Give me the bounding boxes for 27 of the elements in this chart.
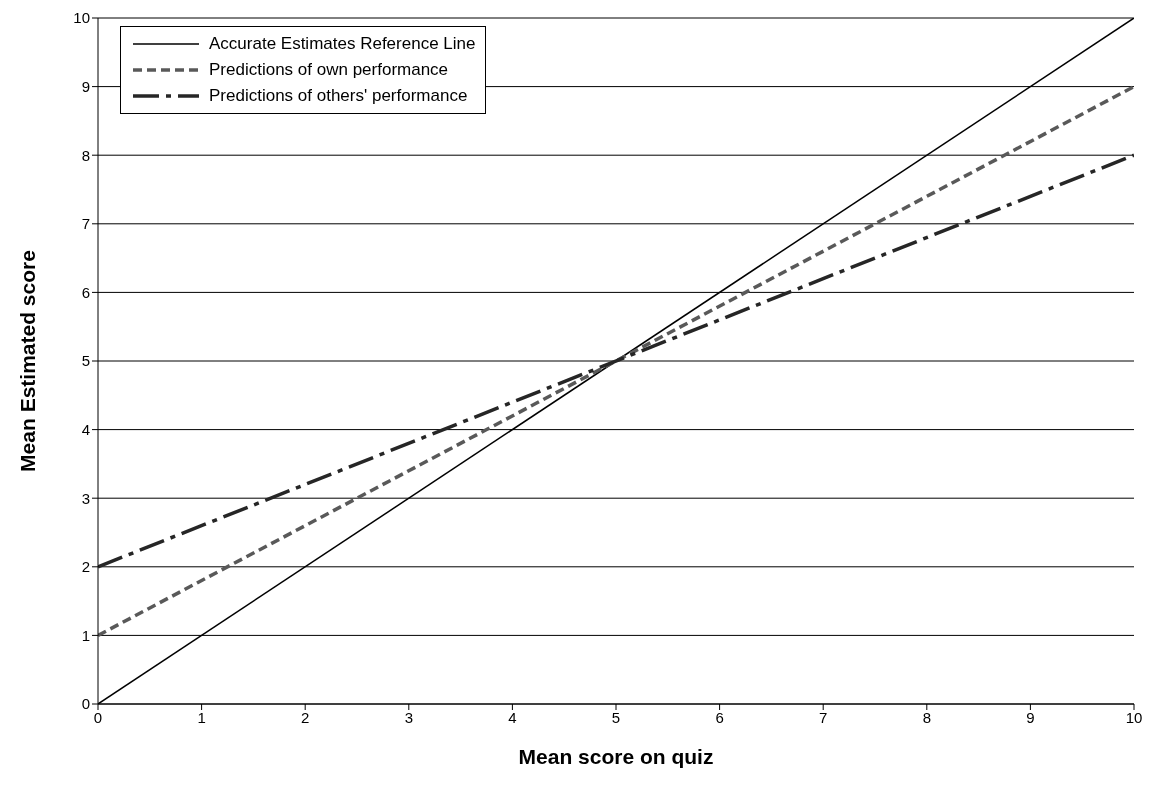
x-tick-label: 4: [508, 708, 517, 726]
y-tick-label: 0: [81, 695, 90, 713]
x-tick-label: 7: [819, 708, 828, 726]
x-tick-label: 5: [611, 708, 621, 726]
x-tick-label: 6: [715, 708, 724, 726]
x-tick-label: 0: [93, 708, 103, 726]
y-tick-label: 3: [81, 489, 90, 507]
legend-label: Predictions of others' performance: [209, 85, 468, 107]
y-tick-label: 7: [81, 215, 90, 233]
y-tick-label: 10: [73, 9, 90, 27]
y-tick-label: 1: [81, 626, 90, 644]
y-tick-label: 5: [81, 352, 90, 370]
legend-label: Accurate Estimates Reference Line: [209, 33, 476, 55]
x-axis-title: Mean score on quiz: [518, 745, 714, 768]
y-tick-label: 2: [81, 558, 90, 576]
x-tick-label: 8: [922, 708, 931, 726]
legend-label: Predictions of own performance: [209, 59, 449, 81]
y-tick-label: 6: [81, 283, 90, 301]
x-tick-label: 10: [1125, 708, 1143, 726]
x-tick-label: 1: [197, 708, 206, 726]
y-tick-label: 4: [81, 420, 90, 438]
x-tick-label: 3: [404, 708, 413, 726]
y-tick-label: 9: [81, 77, 90, 95]
y-axis-title: Mean Estimated score: [16, 250, 40, 472]
x-tick-label: 9: [1026, 708, 1035, 726]
y-tick-label: 8: [81, 146, 90, 164]
x-tick-label: 2: [301, 708, 310, 726]
